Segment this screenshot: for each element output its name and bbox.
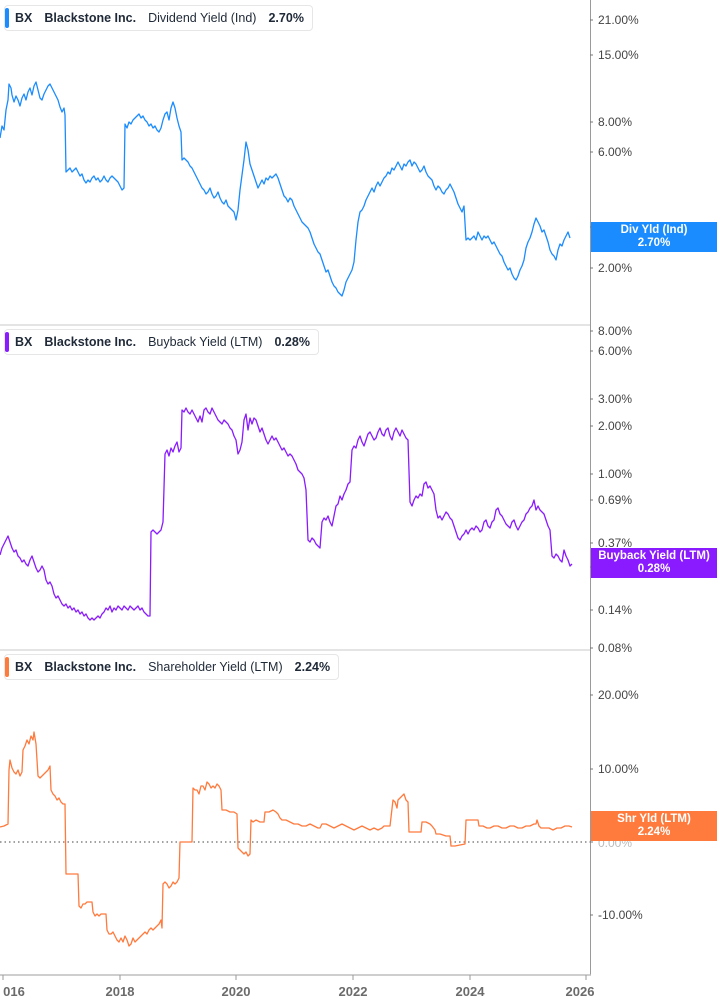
shareholder-yield-line <box>0 731 573 947</box>
legend-dividend-yield[interactable]: BX Blackstone Inc. Dividend Yield (Ind) … <box>4 5 313 31</box>
buyback-yield-line <box>0 407 573 621</box>
y-tick-label: 21.00% <box>598 13 639 27</box>
legend-company: Blackstone Inc. <box>44 335 137 349</box>
y-tick-label: 0.37% <box>598 536 633 550</box>
x-tick-label: 2018 <box>105 984 135 999</box>
legend-shareholder-yield[interactable]: BX Blackstone Inc. Shareholder Yield (LT… <box>4 654 340 680</box>
badge-label: Shr Yld (LTM) <box>617 813 691 825</box>
y-tick-label: 0.14% <box>598 603 633 617</box>
legend-value: 0.28% <box>274 335 310 349</box>
badge-label: Buyback Yield (LTM) <box>598 550 710 562</box>
legend-metric: Buyback Yield (LTM) <box>148 335 263 349</box>
legend-value: 2.70% <box>268 11 304 25</box>
y-tick-label: 20.00% <box>598 688 639 702</box>
legend-metric: Shareholder Yield (LTM) <box>148 660 283 674</box>
series-color-bar <box>5 8 9 28</box>
legend-value: 2.24% <box>294 660 331 674</box>
badge-value: 2.70% <box>637 237 671 249</box>
y-tick-label: -10.00% <box>598 908 643 922</box>
x-tick-marks <box>2 975 587 980</box>
y-tick-label: 6.00% <box>598 344 633 358</box>
series-color-bar <box>5 657 9 677</box>
badge-label: Div Yld (Ind) <box>620 224 688 236</box>
legend-ticker: BX <box>15 335 33 349</box>
x-tick-label: 2020 <box>221 984 251 999</box>
x-tick-label: 2022 <box>338 984 368 999</box>
y-tick-label: 0.69% <box>598 493 633 507</box>
series-color-bar <box>5 332 9 352</box>
legend-buyback-yield[interactable]: BX Blackstone Inc. Buyback Yield (LTM) 0… <box>4 329 319 355</box>
badge-value: 0.28% <box>637 563 671 575</box>
y-tick-label: 6.00% <box>598 145 633 159</box>
x-tick-label: 016 <box>3 984 25 999</box>
y-tick-label: 8.00% <box>598 324 633 338</box>
y-tick-label: 1.00% <box>598 467 633 481</box>
x-tick-label: 2026 <box>565 984 595 999</box>
legend-company: Blackstone Inc. <box>44 11 137 25</box>
y-tick-label: 2.00% <box>598 261 633 275</box>
legend-company: Blackstone Inc. <box>44 660 137 674</box>
legend-ticker: BX <box>15 11 33 25</box>
dividend-yield-line <box>0 81 571 297</box>
last-value-badge-shareholder: Shr Yld (LTM) 2.24% <box>591 811 717 841</box>
y-tick-label: 10.00% <box>598 762 639 776</box>
y-tick-label: 2.00% <box>598 419 633 433</box>
y-tick-label: 8.00% <box>598 115 633 129</box>
y-tick-label: 3.00% <box>598 392 633 406</box>
last-value-badge-dividend: Div Yld (Ind) 2.70% <box>591 222 717 252</box>
x-tick-label: 2024 <box>455 984 485 999</box>
badge-value: 2.24% <box>637 826 671 838</box>
legend-ticker: BX <box>15 660 33 674</box>
y-tick-label: 15.00% <box>598 48 639 62</box>
last-value-badge-buyback: Buyback Yield (LTM) 0.28% <box>591 548 717 578</box>
y-tick-marks <box>590 19 593 916</box>
legend-metric: Dividend Yield (Ind) <box>148 11 257 25</box>
y-tick-label: 0.08% <box>598 641 633 655</box>
